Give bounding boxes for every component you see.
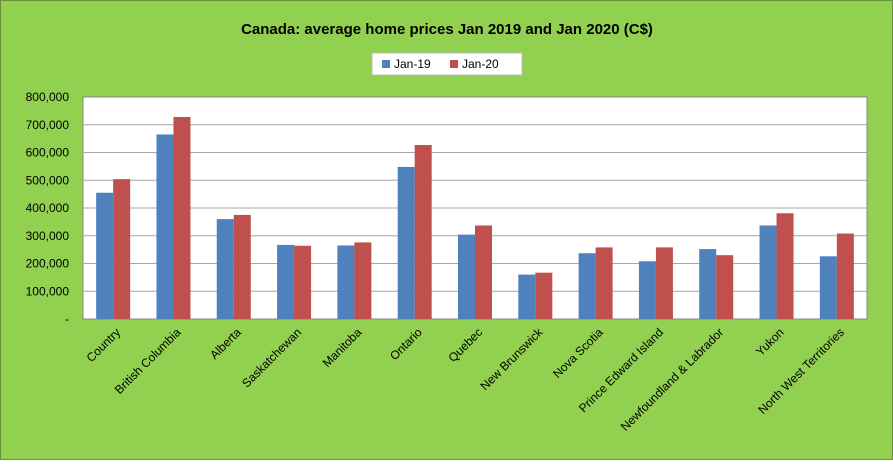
bar-jan-20	[294, 245, 312, 319]
bar-jan-19	[458, 234, 475, 319]
bar-jan-19	[337, 245, 355, 319]
y-tick-label: 100,000	[26, 284, 70, 298]
bar-jan-20	[233, 214, 251, 319]
bar-jan-19	[699, 249, 717, 319]
bar-jan-19	[518, 274, 536, 319]
bar-jan-19	[156, 134, 174, 319]
bar-jan-20	[776, 213, 794, 319]
bar-jan-20	[475, 225, 492, 319]
x-tick-label: New Brunswick	[478, 325, 547, 394]
legend: Jan-19 Jan-20	[371, 52, 523, 76]
bar-jan-20	[836, 233, 854, 319]
x-tick-label: Nova Scotia	[550, 325, 606, 381]
bar-jan-20	[173, 116, 191, 319]
x-tick-label: Country	[84, 325, 124, 365]
y-tick-label: 300,000	[26, 229, 70, 243]
bar-jan-19	[277, 244, 295, 319]
y-tick-label: 700,000	[26, 118, 70, 132]
bar-jan-19	[96, 192, 114, 319]
bar-jan-20	[655, 247, 673, 319]
bar-jan-19	[819, 256, 837, 319]
y-tick-label: 400,000	[26, 201, 70, 215]
bar-jan-20	[414, 145, 432, 319]
y-tick-label: -	[65, 312, 69, 326]
y-tick-label: 200,000	[26, 257, 70, 271]
x-tick-label: Newfoundland & Labrador	[618, 325, 726, 433]
y-tick-label: 600,000	[26, 146, 70, 160]
y-tick-label: 800,000	[26, 90, 70, 104]
bar-jan-19	[397, 166, 415, 319]
bar-jan-20	[535, 272, 553, 319]
bar-jan-20	[595, 247, 613, 319]
x-tick-label: Yukon	[753, 325, 786, 358]
chart-title: Canada: average home prices Jan 2019 and…	[241, 21, 653, 38]
y-axis: - 100,000 200,000 300,000 400,000 500,000 600,…	[26, 90, 70, 326]
x-tick-label: Ontario	[387, 325, 425, 363]
bars	[96, 116, 854, 319]
legend-label: Jan-19	[394, 57, 431, 71]
bar-jan-19	[759, 225, 777, 319]
bar-jan-20	[716, 255, 734, 319]
y-tick-label: 500,000	[26, 173, 70, 187]
x-tick-label: Manitoba	[320, 325, 365, 370]
legend-swatch	[382, 60, 390, 68]
bar-jan-19	[578, 253, 596, 319]
legend-box	[371, 52, 523, 76]
x-tick-label: Saskatchewan	[239, 325, 304, 390]
bar-jan-20	[354, 242, 372, 319]
bar-jan-19	[216, 219, 234, 319]
x-tick-label: Alberta	[207, 325, 244, 362]
x-tick-label: British Columbia	[112, 325, 184, 397]
legend-swatch	[450, 60, 458, 68]
x-tick-label: Quebec	[446, 325, 486, 365]
bar-jan-19	[638, 261, 656, 319]
bar-jan-20	[113, 179, 131, 319]
legend-label: Jan-20	[462, 57, 499, 71]
